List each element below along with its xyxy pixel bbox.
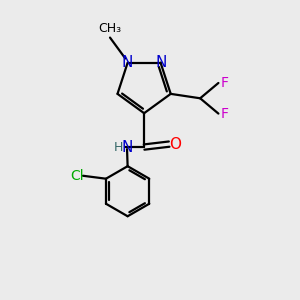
Text: N: N bbox=[122, 140, 133, 154]
Text: F: F bbox=[220, 76, 228, 90]
Text: Cl: Cl bbox=[70, 169, 84, 183]
Text: O: O bbox=[169, 136, 181, 152]
Text: CH₃: CH₃ bbox=[98, 22, 122, 35]
Text: N: N bbox=[155, 55, 167, 70]
Text: H: H bbox=[113, 141, 123, 154]
Text: F: F bbox=[220, 106, 228, 121]
Text: N: N bbox=[122, 55, 133, 70]
